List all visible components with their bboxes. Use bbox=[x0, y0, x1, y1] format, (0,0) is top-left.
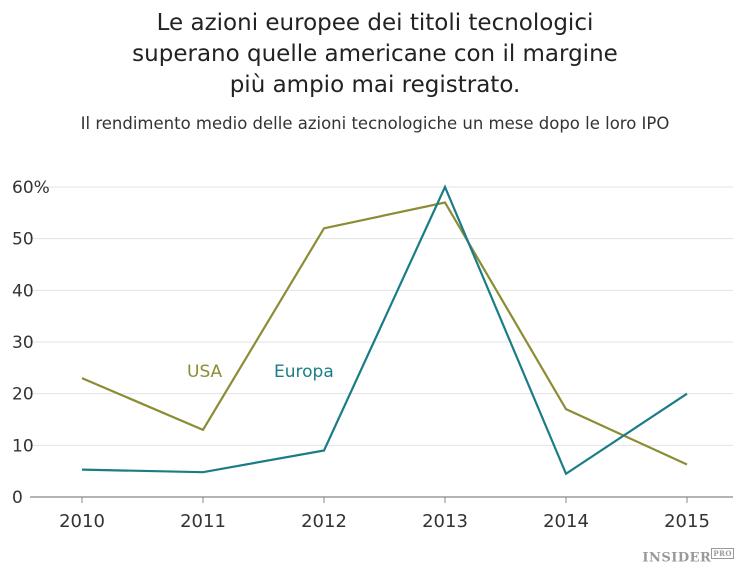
y-tick-label: 0 bbox=[12, 488, 23, 508]
y-tick-label: 20 bbox=[12, 385, 34, 405]
x-tick-label: 2015 bbox=[664, 511, 710, 532]
series-label-europa: Europa bbox=[274, 362, 334, 382]
y-tick-label: 30 bbox=[12, 333, 34, 353]
x-tick-label: 2011 bbox=[180, 511, 226, 532]
logo-suffix: PRO bbox=[711, 547, 734, 559]
title-line: superano quelle americane con il margine bbox=[132, 41, 618, 67]
y-tick-label: 50 bbox=[12, 230, 34, 250]
title-line: Le azioni europee dei titoli tecnologici bbox=[156, 10, 594, 36]
x-tick-label: 2013 bbox=[422, 511, 468, 532]
series-line-europa bbox=[81, 184, 688, 476]
insider-pro-logo: INSIDER PRO bbox=[642, 547, 734, 565]
chart-subtitle: Il rendimento medio delle azioni tecnolo… bbox=[80, 114, 670, 133]
x-tick-label: 2010 bbox=[59, 511, 105, 532]
x-tick-label: 2014 bbox=[543, 511, 589, 532]
series-label-usa: USA bbox=[187, 362, 223, 382]
y-tick-label: 40 bbox=[12, 281, 34, 301]
title-line: più ampio mai registrato. bbox=[229, 72, 521, 98]
y-tick-label: 60% bbox=[12, 178, 50, 198]
y-tick-label: 10 bbox=[12, 436, 34, 456]
chart-title: Le azioni europee dei titoli tecnologici… bbox=[0, 8, 750, 101]
logo-text: INSIDER bbox=[642, 550, 712, 565]
x-tick-label: 2012 bbox=[301, 511, 347, 532]
series-line-usa bbox=[81, 201, 688, 466]
